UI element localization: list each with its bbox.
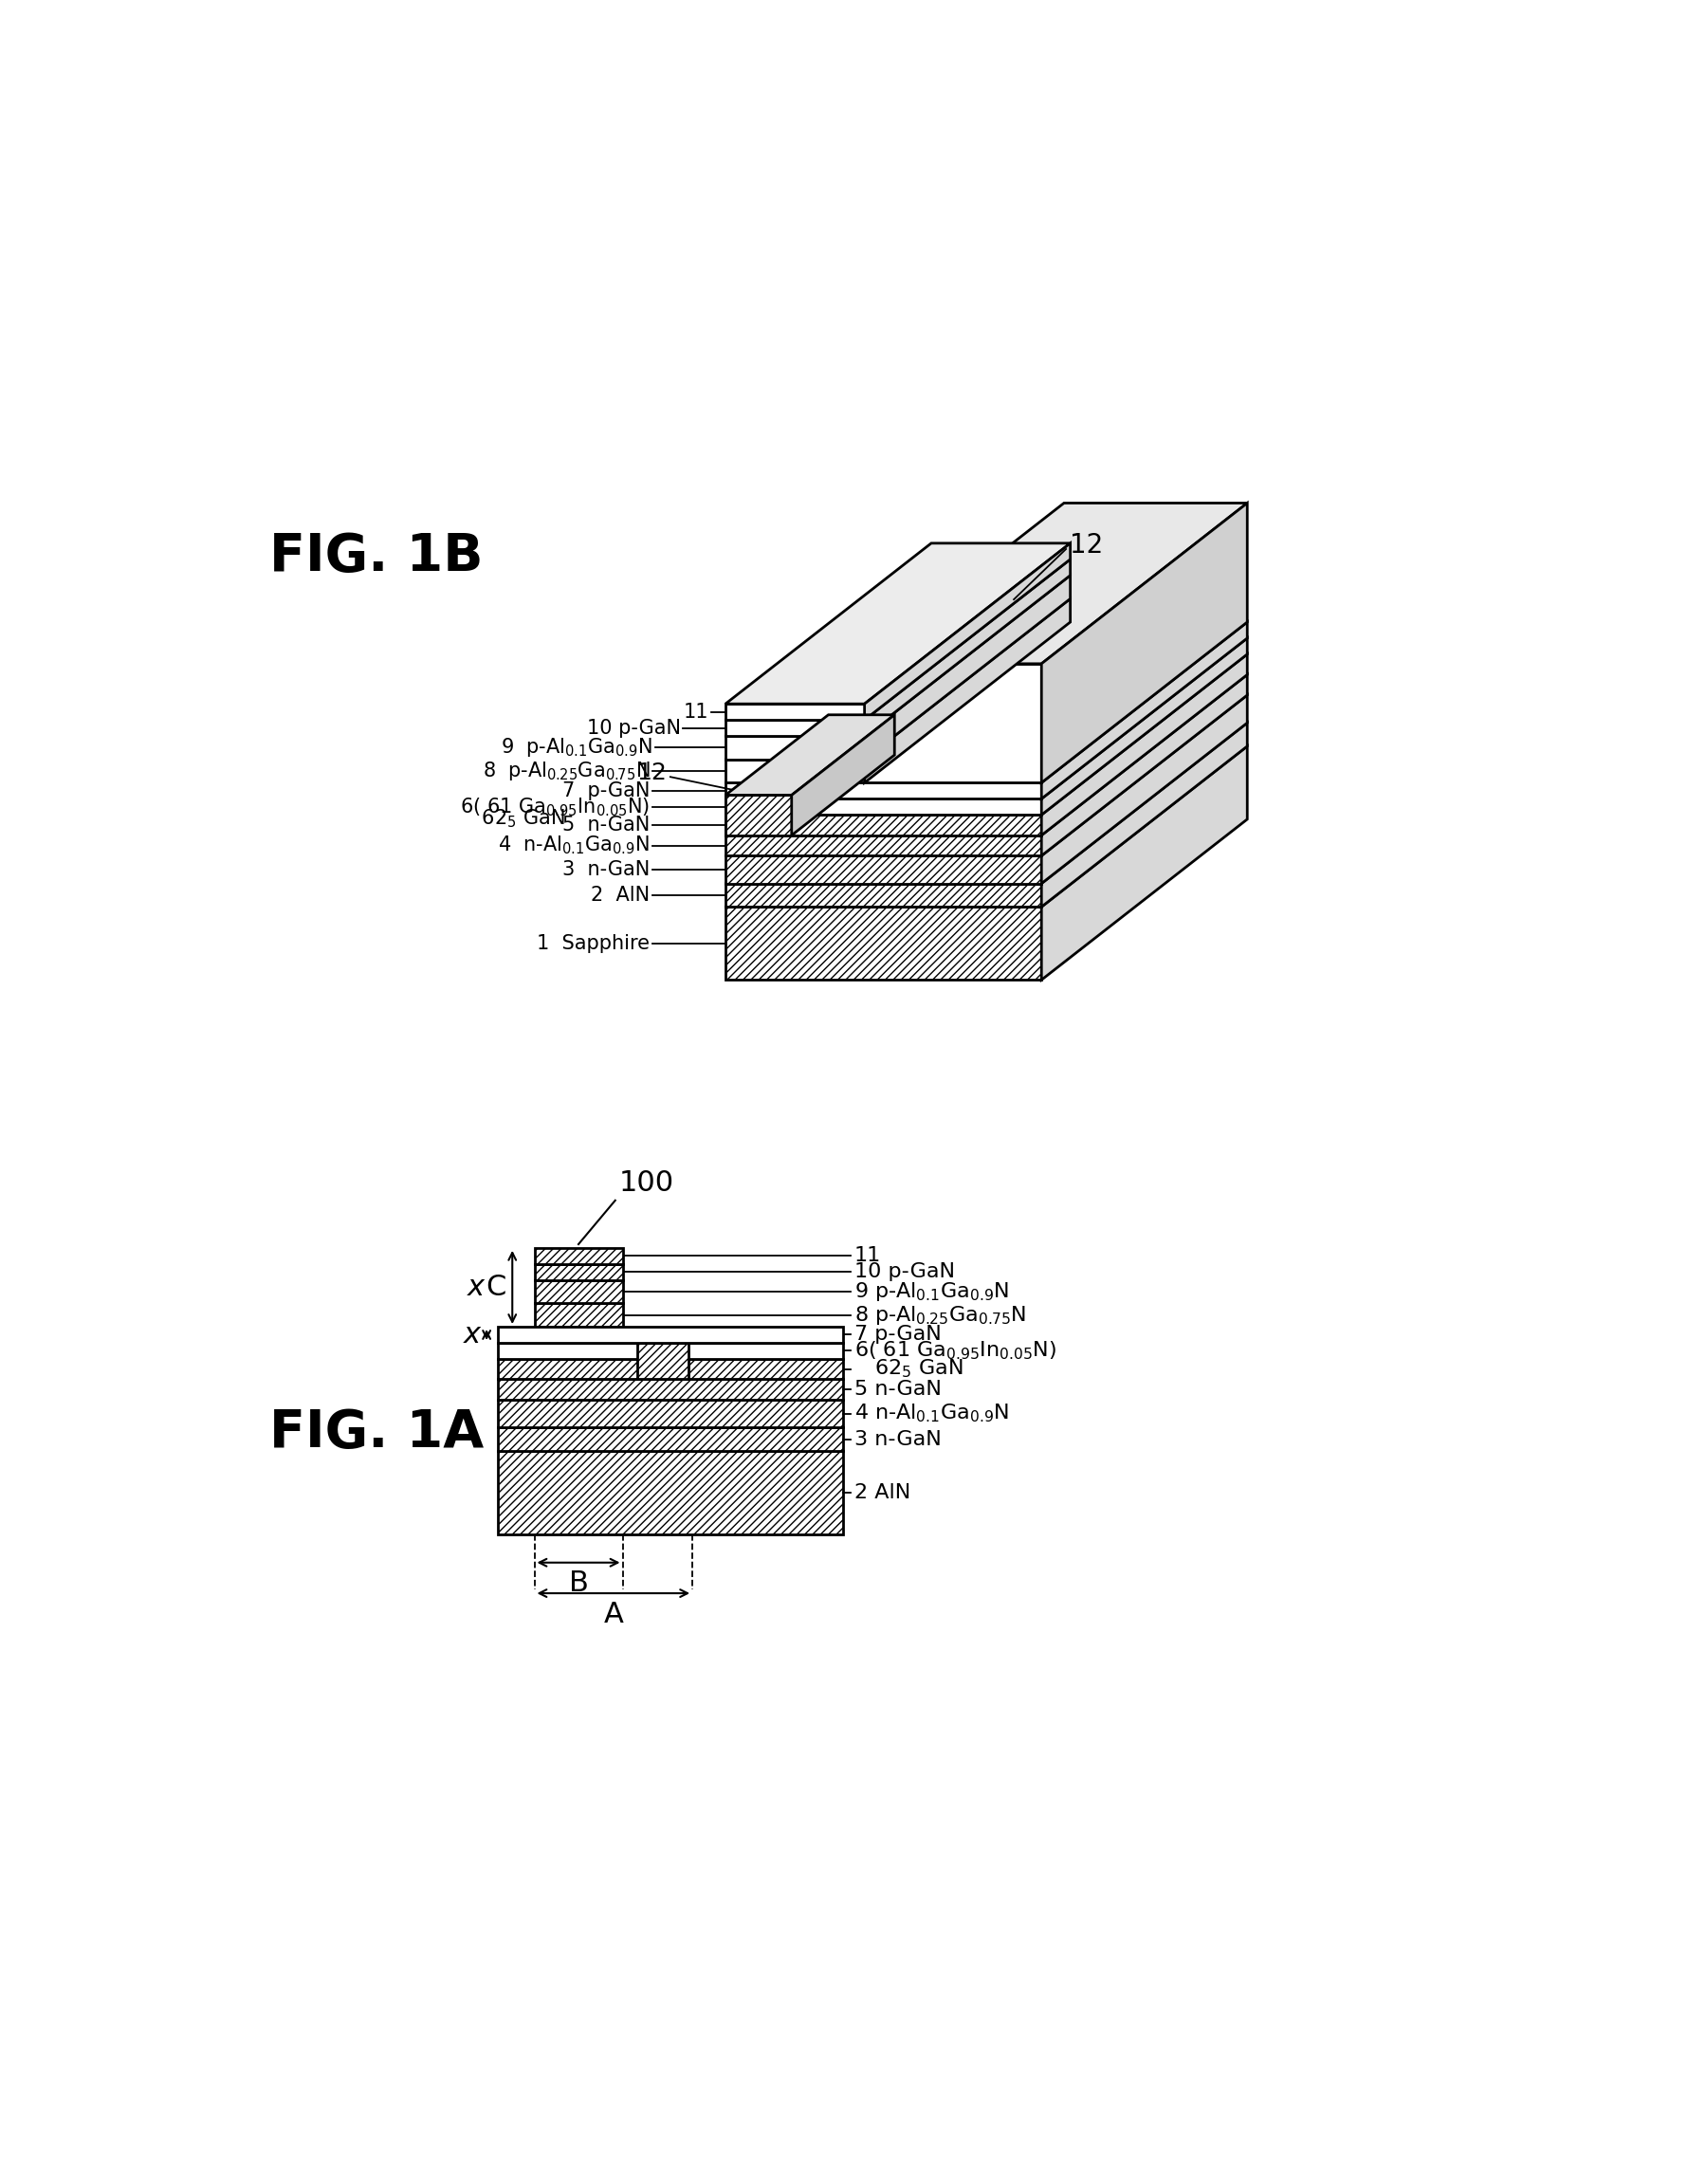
Polygon shape — [726, 559, 1070, 721]
Bar — [535, 1280, 623, 1304]
Polygon shape — [1041, 723, 1247, 906]
Polygon shape — [726, 856, 1041, 885]
Polygon shape — [726, 815, 1041, 834]
Polygon shape — [726, 760, 864, 782]
Polygon shape — [864, 574, 1070, 760]
Text: 9 p-Al$_{0.1}$Ga$_{0.9}$N: 9 p-Al$_{0.1}$Ga$_{0.9}$N — [854, 1280, 1009, 1304]
Text: C: C — [486, 1273, 506, 1302]
Polygon shape — [726, 622, 1247, 782]
Text: 12: 12 — [1070, 533, 1102, 559]
Polygon shape — [1041, 502, 1247, 782]
Bar — [498, 1326, 842, 1343]
Text: w: w — [567, 1356, 589, 1382]
Polygon shape — [726, 747, 1247, 906]
Polygon shape — [726, 544, 1070, 703]
Polygon shape — [1041, 622, 1247, 799]
Text: x: x — [513, 1330, 530, 1356]
Polygon shape — [726, 638, 1247, 799]
Polygon shape — [792, 714, 895, 834]
Text: 4  n-Al$_{0.1}$Ga$_{0.9}$N: 4 n-Al$_{0.1}$Ga$_{0.9}$N — [498, 834, 650, 856]
Text: 10 p-GaN: 10 p-GaN — [587, 719, 680, 738]
Polygon shape — [726, 703, 864, 721]
Polygon shape — [1041, 747, 1247, 981]
Text: FIG. 1A: FIG. 1A — [270, 1406, 484, 1459]
Polygon shape — [726, 574, 1070, 736]
Bar — [498, 1450, 842, 1535]
Polygon shape — [726, 695, 1247, 856]
Text: 7  p-GaN: 7 p-GaN — [562, 782, 650, 799]
Text: 100: 100 — [619, 1168, 674, 1197]
Polygon shape — [1041, 695, 1247, 885]
Text: 4 n-Al$_{0.1}$Ga$_{0.9}$N: 4 n-Al$_{0.1}$Ga$_{0.9}$N — [854, 1402, 1009, 1424]
Text: FIG. 1B: FIG. 1B — [270, 531, 484, 581]
Text: 5  n-GaN: 5 n-GaN — [562, 815, 650, 834]
Text: 3  n-GaN: 3 n-GaN — [562, 860, 650, 880]
Bar — [535, 1304, 623, 1326]
Polygon shape — [726, 675, 1247, 834]
Text: 3 n-GaN: 3 n-GaN — [854, 1431, 942, 1448]
Polygon shape — [726, 795, 792, 834]
Polygon shape — [726, 799, 1041, 815]
Text: 1  Sapphire: 1 Sapphire — [537, 935, 650, 952]
Polygon shape — [726, 736, 864, 760]
Text: B: B — [569, 1570, 589, 1597]
Bar — [498, 1380, 842, 1400]
Polygon shape — [726, 598, 1070, 760]
Text: 8  p-Al$_{0.25}$Ga$_{0.75}$N: 8 p-Al$_{0.25}$Ga$_{0.75}$N — [483, 760, 650, 782]
Polygon shape — [1041, 675, 1247, 856]
Text: x: x — [464, 1321, 481, 1348]
Text: 2 AlN: 2 AlN — [854, 1483, 910, 1503]
Bar — [638, 1343, 689, 1380]
Bar — [535, 1265, 623, 1280]
Polygon shape — [726, 655, 1247, 815]
Polygon shape — [726, 714, 895, 795]
Text: 6( 61 Ga$_{0.95}$In$_{0.05}$N): 6( 61 Ga$_{0.95}$In$_{0.05}$N) — [854, 1339, 1057, 1363]
Text: 2  AlN: 2 AlN — [591, 887, 650, 904]
Polygon shape — [1041, 655, 1247, 834]
Bar — [498, 1428, 842, 1450]
Bar — [498, 1358, 842, 1380]
Text: 7 p-GaN: 7 p-GaN — [854, 1326, 942, 1343]
Text: 5 n-GaN: 5 n-GaN — [854, 1380, 942, 1400]
Text: 6( 61 Ga$_{0.95}$In$_{0.05}$N): 6( 61 Ga$_{0.95}$In$_{0.05}$N) — [459, 795, 650, 819]
Polygon shape — [864, 598, 1070, 782]
Text: 62$_5$ GaN: 62$_5$ GaN — [854, 1358, 962, 1380]
Bar — [498, 1343, 842, 1358]
Polygon shape — [858, 664, 1041, 782]
Text: 62$_5$ GaN: 62$_5$ GaN — [463, 808, 565, 830]
Polygon shape — [726, 782, 1041, 799]
Text: A: A — [604, 1601, 623, 1627]
Polygon shape — [858, 502, 1247, 664]
Text: 11: 11 — [684, 703, 709, 721]
Text: 8 p-Al$_{0.25}$Ga$_{0.75}$N: 8 p-Al$_{0.25}$Ga$_{0.75}$N — [854, 1304, 1026, 1326]
Polygon shape — [726, 885, 1041, 906]
Text: x: x — [468, 1273, 484, 1302]
Polygon shape — [1041, 638, 1247, 815]
Polygon shape — [864, 544, 1070, 721]
Text: 10 p-GaN: 10 p-GaN — [854, 1262, 955, 1282]
Polygon shape — [864, 559, 1070, 736]
Polygon shape — [726, 721, 864, 736]
Polygon shape — [726, 834, 1041, 856]
Text: 9  p-Al$_{0.1}$Ga$_{0.9}$N: 9 p-Al$_{0.1}$Ga$_{0.9}$N — [501, 736, 653, 760]
Polygon shape — [726, 906, 1041, 981]
Text: 12: 12 — [636, 762, 667, 784]
Polygon shape — [726, 723, 1247, 885]
Bar — [535, 1247, 623, 1265]
Text: 11: 11 — [854, 1247, 881, 1265]
Bar — [498, 1400, 842, 1428]
